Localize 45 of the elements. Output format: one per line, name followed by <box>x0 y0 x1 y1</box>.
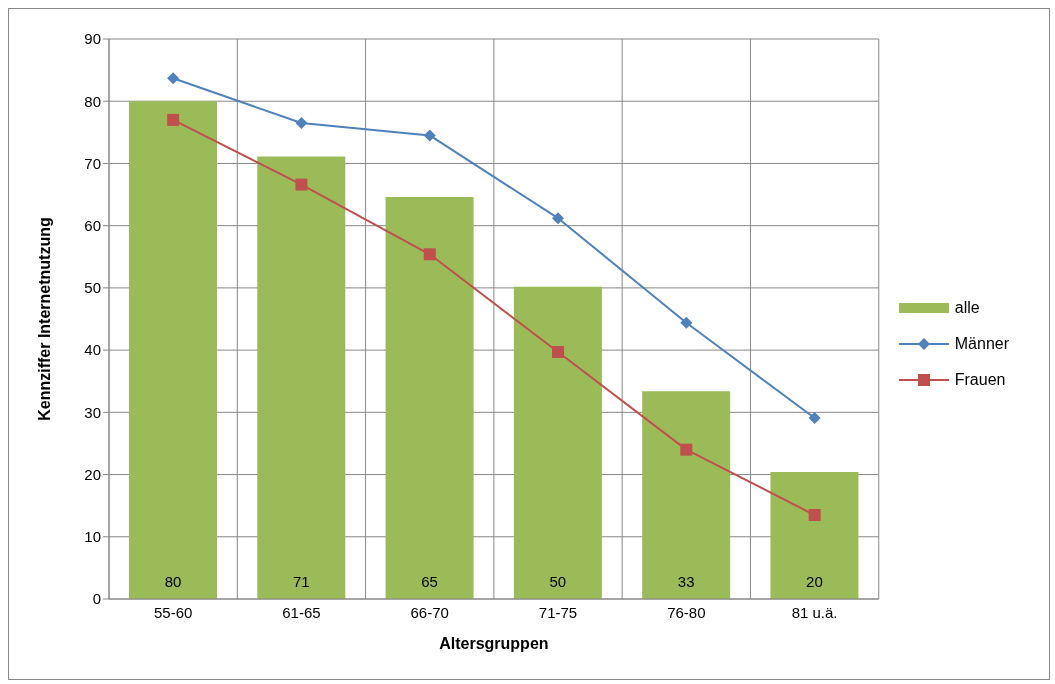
x-tick-label: 81 u.ä. <box>791 603 838 621</box>
y-tick-label: 20 <box>84 465 101 483</box>
y-tick-label: 10 <box>84 528 101 546</box>
x-axis-title: Altersgruppen <box>439 635 549 652</box>
bar <box>642 391 731 599</box>
point <box>423 129 436 142</box>
legend-label: Frauen <box>954 371 1006 389</box>
legend-label: Männer <box>954 335 1009 353</box>
point <box>295 117 308 129</box>
point <box>167 72 180 85</box>
bar <box>257 156 346 599</box>
bar <box>129 101 217 599</box>
point <box>808 411 821 424</box>
point <box>552 345 565 358</box>
x-tick-label: 66-70 <box>410 603 449 621</box>
y-tick-label: 50 <box>84 279 101 297</box>
point <box>808 509 821 521</box>
bar <box>513 286 602 599</box>
data-label: 20 <box>806 573 823 590</box>
data-label: 80 <box>164 573 182 590</box>
legend-label: alle <box>954 299 980 317</box>
bar <box>385 197 474 599</box>
x-tick-label: 61-65 <box>282 603 321 621</box>
y-tick-label: 0 <box>92 590 101 608</box>
y-tick-label: 80 <box>84 92 101 110</box>
point <box>680 316 693 329</box>
data-label: 71 <box>292 573 310 590</box>
y-tick-label: 60 <box>84 216 101 234</box>
data-label: 50 <box>549 573 567 590</box>
data-label: 65 <box>421 573 438 590</box>
point <box>552 212 565 225</box>
point <box>167 113 180 126</box>
x-tick-label: 55-60 <box>153 603 193 621</box>
data-label: 33 <box>677 573 695 590</box>
y-tick-label: 70 <box>84 154 101 172</box>
bar <box>770 472 859 599</box>
point <box>680 443 693 456</box>
y-tick-label: 90 <box>84 30 101 48</box>
y-tick-label: 30 <box>84 403 101 421</box>
x-tick-label: 71-75 <box>538 603 578 621</box>
x-tick-label: 76-80 <box>667 603 706 621</box>
y-tick-label: 40 <box>84 341 101 359</box>
point <box>295 178 308 191</box>
point <box>423 248 436 261</box>
y-axis-title: Kennziffer Internetnutzung <box>35 217 53 421</box>
